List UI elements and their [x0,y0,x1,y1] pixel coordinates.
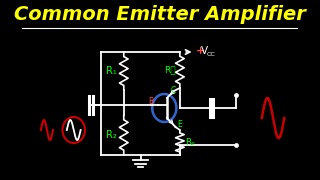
Text: +: + [196,46,204,56]
Text: E: E [178,120,182,129]
Text: R₁: R₁ [106,66,117,76]
Text: R₂: R₂ [106,130,117,140]
Text: Common Emitter Amplifier: Common Emitter Amplifier [14,4,306,24]
Text: C: C [170,86,176,94]
Text: Rₑ: Rₑ [185,138,195,147]
Text: V: V [201,46,208,56]
Text: CC: CC [207,52,215,57]
Text: R꜀: R꜀ [164,66,176,75]
Text: B: B [148,96,153,105]
